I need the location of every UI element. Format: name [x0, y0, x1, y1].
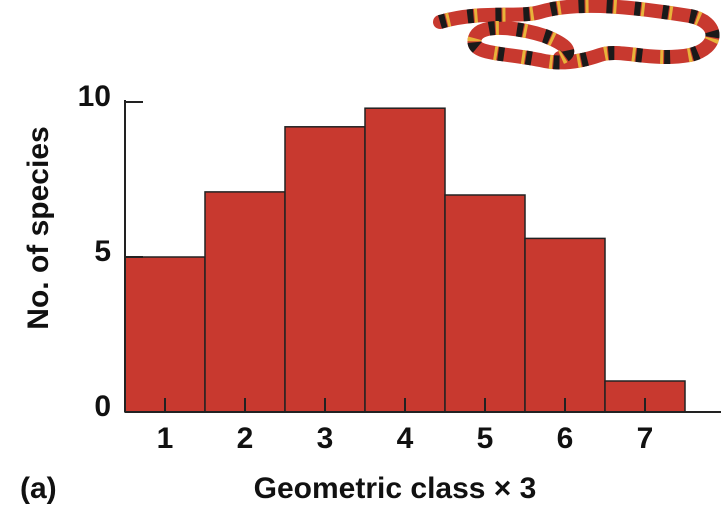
x-axis-label: Geometric class × 3: [254, 472, 537, 505]
panel-label: (a): [20, 472, 57, 505]
x-tick-label: 6: [557, 422, 574, 455]
y-axis-label: No. of species: [22, 126, 55, 329]
bar: [365, 108, 445, 412]
x-tick-label: 2: [237, 422, 254, 455]
x-tick-label: 5: [477, 422, 494, 455]
y-tick-label: 0: [94, 390, 111, 423]
bar: [125, 257, 205, 412]
x-tick-label: 7: [637, 422, 654, 455]
x-tick-label: 1: [157, 422, 174, 455]
bar: [525, 238, 605, 412]
y-tick-label: 10: [78, 80, 111, 113]
bar: [285, 127, 365, 412]
x-tick-label: 4: [397, 422, 414, 455]
chart: (a) Geometric class × 3 No. of species 1…: [0, 0, 721, 511]
bar: [445, 195, 525, 412]
snake-illustration: [440, 6, 713, 63]
y-tick-label: 5: [94, 235, 111, 268]
x-tick-label: 3: [317, 422, 334, 455]
bar: [205, 192, 285, 412]
